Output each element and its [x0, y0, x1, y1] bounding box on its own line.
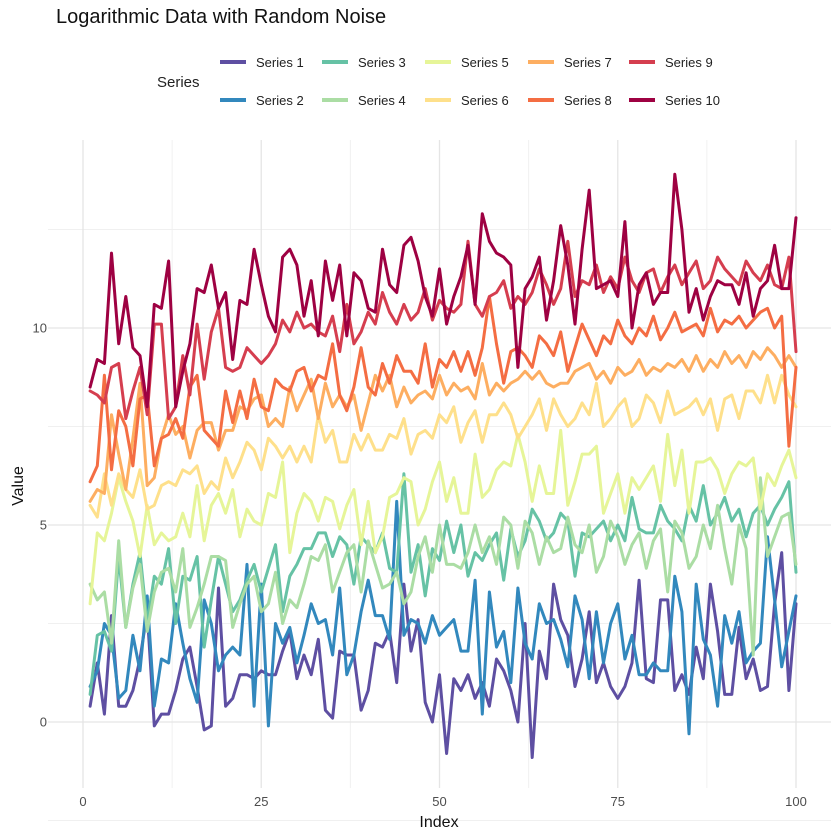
legend-swatch: [528, 60, 554, 64]
legend-item-1: Series 1: [220, 52, 304, 72]
legend-swatch: [425, 98, 451, 102]
legend-label: Series 10: [665, 92, 720, 108]
x-axis-title: Index: [419, 814, 458, 831]
legend-label: Series 6: [461, 92, 509, 108]
legend-label: Series 8: [564, 92, 612, 108]
legend-swatch: [322, 60, 348, 64]
y-axis-title: Value: [10, 466, 27, 506]
legend-swatch: [220, 98, 246, 102]
series-layer: [88, 172, 798, 759]
legend-label: Series 2: [256, 92, 304, 108]
series-line-2: [88, 499, 798, 736]
legend-item-10: Series 10: [629, 90, 720, 110]
legend-swatch: [629, 98, 655, 102]
legend-swatch: [629, 60, 655, 64]
legend-label: Series 1: [256, 54, 304, 70]
legend-swatch: [220, 60, 246, 64]
legend-item-3: Series 3: [322, 52, 406, 72]
grid-layer: [48, 140, 831, 821]
x-tick-label: 100: [785, 794, 807, 809]
legend-item-7: Series 7: [528, 52, 612, 72]
series-line-4: [88, 476, 798, 657]
legend-label: Series 7: [564, 54, 612, 70]
legend-label: Series 9: [665, 54, 713, 70]
x-tick-label: 75: [611, 794, 625, 809]
y-tick-label: 5: [40, 518, 47, 533]
series-line-5: [88, 428, 798, 606]
x-tick-label: 25: [254, 794, 268, 809]
y-tick-label: 0: [40, 715, 47, 730]
legend-item-9: Series 9: [629, 52, 713, 72]
legend-label: Series 5: [461, 54, 509, 70]
x-tick-label: 50: [432, 794, 446, 809]
series-line-7: [88, 346, 798, 503]
legend-label: Series 3: [358, 54, 406, 70]
series-line-9: [88, 239, 798, 421]
legend-swatch: [425, 60, 451, 64]
y-tick-label: 10: [33, 321, 47, 336]
x-tick-label: 0: [79, 794, 86, 809]
series-line-6: [88, 373, 798, 519]
axis-layer: 0 25 50 75 100 0 5 10: [33, 321, 807, 810]
legend-item-6: Series 6: [425, 90, 509, 110]
series-line-8: [88, 295, 798, 484]
chart-title: Logarithmic Data with Random Noise: [56, 6, 387, 28]
legend-item-4: Series 4: [322, 90, 406, 110]
legend-swatch: [528, 98, 554, 102]
legend-item-2: Series 2: [220, 90, 304, 110]
series-line-1: [88, 551, 798, 759]
series-line-10: [88, 172, 798, 409]
legend-label: Series 4: [358, 92, 406, 108]
legend-title: Series: [157, 74, 200, 91]
legend-swatch: [322, 98, 348, 102]
legend-item-8: Series 8: [528, 90, 612, 110]
legend-item-5: Series 5: [425, 52, 509, 72]
